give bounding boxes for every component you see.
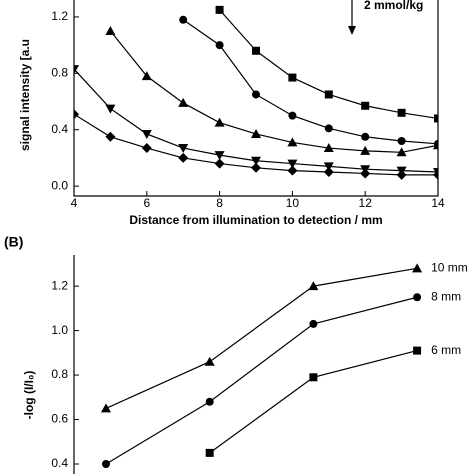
y-axis-label: signal intensity [a.u (18, 39, 32, 151)
y-tick-label: 0.0 (51, 178, 68, 192)
y-tick-label: 1.2 (51, 9, 68, 23)
x-tick-label: 4 (71, 196, 78, 210)
marker (412, 263, 423, 273)
series-line (105, 296, 418, 465)
arrow-head (348, 26, 356, 35)
marker (361, 132, 370, 141)
marker (74, 65, 79, 75)
annotation: 2 mmol/kg (364, 0, 423, 12)
y-axis-label: -log (I/I₀) (22, 371, 36, 420)
y-tick-label: 0.4 (51, 456, 68, 470)
marker (251, 156, 261, 166)
marker (308, 281, 319, 291)
marker (309, 319, 318, 328)
series-line (219, 9, 438, 120)
y-tick-label: 0.4 (51, 122, 68, 136)
marker (215, 5, 224, 14)
series-label: 8 mm (431, 289, 461, 303)
axis-frame (73, 0, 439, 197)
marker (288, 111, 297, 120)
marker (413, 293, 422, 302)
marker (214, 151, 225, 161)
panel-label: (B) (4, 234, 23, 250)
marker (433, 168, 438, 178)
marker (105, 26, 116, 36)
marker (141, 129, 152, 139)
marker (309, 373, 318, 382)
x-tick-label: 8 (216, 196, 223, 210)
marker (287, 159, 298, 169)
marker (141, 143, 152, 154)
marker (360, 145, 371, 155)
x-axis-label: Distance from illumination to detection … (129, 213, 382, 227)
x-tick-label: 12 (359, 196, 373, 210)
marker (360, 168, 371, 179)
marker (288, 73, 297, 82)
marker (101, 403, 111, 413)
marker (397, 108, 406, 117)
y-tick-label: 0.6 (51, 412, 68, 426)
x-tick-label: 14 (431, 196, 445, 210)
marker (323, 143, 334, 153)
marker (105, 131, 116, 142)
marker (179, 15, 188, 24)
plot-area (101, 263, 423, 468)
series-line (74, 68, 438, 173)
marker (396, 169, 407, 180)
marker (214, 117, 225, 127)
marker (251, 128, 261, 138)
marker (105, 104, 116, 114)
marker (178, 97, 189, 107)
marker (323, 167, 334, 178)
marker (433, 140, 438, 150)
marker (413, 346, 422, 355)
plot-area (74, 5, 438, 180)
marker (178, 144, 189, 154)
y-tick-label: 0.8 (51, 367, 68, 381)
marker (324, 124, 333, 133)
marker (252, 90, 260, 99)
marker (251, 162, 261, 173)
marker (141, 71, 152, 81)
marker (396, 147, 407, 157)
x-tick-label: 6 (143, 196, 150, 210)
marker (434, 114, 438, 123)
marker (178, 152, 189, 163)
marker (287, 165, 298, 176)
marker (324, 90, 333, 99)
x-tick-label: 10 (286, 196, 300, 210)
y-tick-label: 0.8 (51, 65, 68, 79)
y-tick-label: 1.0 (51, 323, 68, 337)
marker (102, 459, 110, 468)
series-line (105, 267, 418, 409)
series-line (182, 19, 438, 145)
marker (287, 137, 298, 147)
series-line (109, 30, 438, 153)
series-label: 6 mm (431, 343, 461, 357)
marker (204, 356, 215, 366)
marker (397, 137, 406, 146)
marker (74, 109, 79, 120)
marker (205, 448, 214, 457)
y-tick-label: 1.2 (51, 278, 68, 292)
marker (361, 101, 370, 110)
marker (214, 158, 225, 169)
marker (323, 162, 334, 172)
marker (433, 169, 438, 180)
marker (252, 46, 260, 55)
marker (215, 41, 224, 50)
series-line (209, 350, 418, 454)
marker (205, 397, 214, 406)
series-label: 10 mm (431, 261, 468, 275)
